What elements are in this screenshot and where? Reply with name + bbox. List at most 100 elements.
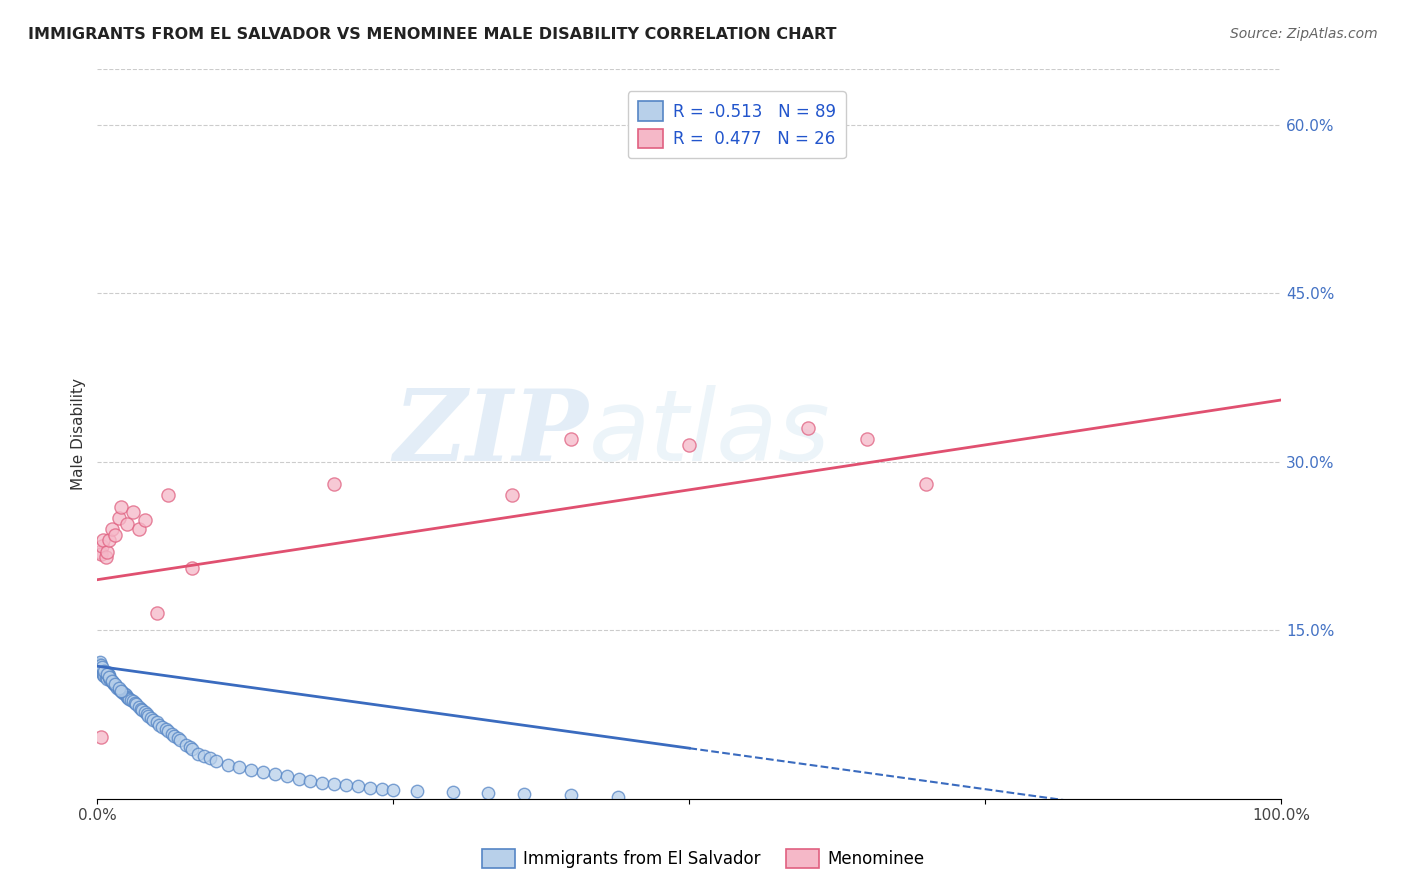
Point bbox=[134, 705, 156, 719]
Point bbox=[118, 691, 141, 706]
Point bbox=[204, 754, 226, 768]
Point bbox=[167, 731, 190, 745]
Point bbox=[89, 659, 111, 673]
Point bbox=[323, 477, 346, 491]
Point bbox=[276, 769, 298, 783]
Point bbox=[311, 776, 333, 790]
Point bbox=[96, 667, 118, 681]
Point bbox=[114, 687, 136, 701]
Point bbox=[100, 673, 122, 688]
Point bbox=[94, 670, 117, 684]
Point bbox=[91, 533, 114, 548]
Point bbox=[125, 698, 148, 712]
Point bbox=[98, 670, 121, 684]
Point bbox=[108, 682, 131, 697]
Point bbox=[104, 677, 127, 691]
Point bbox=[100, 673, 122, 688]
Point bbox=[155, 722, 177, 736]
Point bbox=[370, 781, 392, 796]
Point bbox=[512, 787, 534, 801]
Point bbox=[112, 686, 135, 700]
Point bbox=[91, 668, 114, 682]
Point bbox=[856, 432, 879, 446]
Point bbox=[115, 516, 138, 531]
Point bbox=[406, 784, 429, 798]
Point bbox=[89, 655, 111, 669]
Point bbox=[139, 711, 162, 725]
Point bbox=[96, 672, 118, 686]
Point bbox=[198, 751, 221, 765]
Legend: R = -0.513   N = 89, R =  0.477   N = 26: R = -0.513 N = 89, R = 0.477 N = 26 bbox=[627, 92, 846, 158]
Point bbox=[142, 713, 165, 727]
Point bbox=[107, 681, 129, 696]
Text: atlas: atlas bbox=[589, 385, 831, 483]
Point bbox=[228, 760, 250, 774]
Point bbox=[131, 703, 153, 717]
Point bbox=[120, 693, 142, 707]
Point bbox=[110, 684, 132, 698]
Point bbox=[98, 670, 121, 684]
Point bbox=[382, 782, 405, 797]
Point bbox=[122, 505, 145, 519]
Point bbox=[122, 694, 145, 708]
Point bbox=[678, 438, 700, 452]
Point bbox=[145, 715, 167, 730]
Point bbox=[128, 522, 150, 536]
Point bbox=[174, 738, 197, 752]
Point bbox=[91, 660, 114, 674]
Point bbox=[160, 726, 183, 740]
Point bbox=[90, 730, 112, 744]
Point bbox=[128, 699, 150, 714]
Y-axis label: Male Disability: Male Disability bbox=[72, 377, 86, 490]
Point bbox=[110, 684, 132, 698]
Point bbox=[107, 681, 129, 695]
Point bbox=[90, 661, 112, 675]
Text: IMMIGRANTS FROM EL SALVADOR VS MENOMINEE MALE DISABILITY CORRELATION CHART: IMMIGRANTS FROM EL SALVADOR VS MENOMINEE… bbox=[28, 27, 837, 42]
Point bbox=[181, 742, 204, 756]
Point bbox=[252, 764, 274, 779]
Point bbox=[157, 488, 180, 502]
Point bbox=[441, 785, 464, 799]
Point bbox=[96, 544, 118, 558]
Point bbox=[97, 667, 120, 681]
Point bbox=[98, 533, 121, 548]
Point bbox=[335, 778, 357, 792]
Point bbox=[105, 680, 128, 694]
Point bbox=[124, 696, 146, 710]
Point bbox=[93, 664, 115, 678]
Point bbox=[87, 657, 110, 671]
Point bbox=[179, 740, 201, 755]
Point bbox=[114, 689, 136, 703]
Point bbox=[91, 665, 114, 679]
Legend: Immigrants from El Salvador, Menominee: Immigrants from El Salvador, Menominee bbox=[475, 842, 931, 875]
Point bbox=[101, 676, 124, 690]
Point bbox=[90, 547, 112, 561]
Point bbox=[287, 772, 309, 786]
Point bbox=[347, 780, 370, 794]
Point bbox=[501, 488, 523, 502]
Point bbox=[111, 685, 134, 699]
Point bbox=[915, 477, 938, 491]
Point bbox=[89, 544, 111, 558]
Point bbox=[148, 717, 170, 731]
Point bbox=[193, 749, 215, 764]
Point bbox=[91, 539, 114, 553]
Point bbox=[107, 511, 129, 525]
Point bbox=[107, 681, 129, 695]
Point bbox=[96, 665, 118, 679]
Point bbox=[217, 758, 239, 772]
Point bbox=[181, 561, 204, 575]
Text: Source: ZipAtlas.com: Source: ZipAtlas.com bbox=[1230, 27, 1378, 41]
Point bbox=[90, 658, 112, 673]
Point bbox=[157, 724, 180, 739]
Point bbox=[560, 789, 582, 803]
Point bbox=[115, 690, 138, 704]
Point bbox=[110, 500, 132, 514]
Point bbox=[100, 673, 122, 687]
Text: ZIP: ZIP bbox=[394, 385, 589, 482]
Point bbox=[104, 678, 127, 692]
Point bbox=[136, 707, 159, 722]
Point bbox=[136, 708, 159, 723]
Point bbox=[797, 421, 820, 435]
Point bbox=[163, 729, 186, 743]
